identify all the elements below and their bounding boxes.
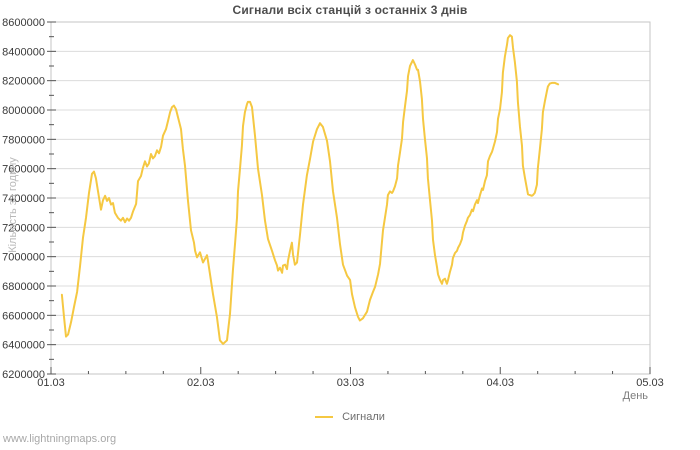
y-tick-label: 7800000 — [2, 134, 45, 146]
y-tick-label: 8600000 — [2, 17, 45, 29]
y-axis-title: Кількість за годину — [7, 157, 19, 253]
y-tick-label: 6800000 — [2, 281, 45, 293]
watermark-link[interactable]: www.lightningmaps.org — [3, 433, 117, 445]
y-tick-label: 6400000 — [2, 340, 45, 352]
series-line-signals — [60, 34, 560, 345]
chart-title: Сигнали всіх станцій з останніх 3 днів — [232, 3, 468, 17]
y-tick-label: 6200000 — [2, 369, 45, 381]
x-tick-label: 03.03 — [337, 377, 365, 389]
y-tick-label: 7000000 — [2, 252, 45, 264]
y-tick-label: 8200000 — [2, 76, 45, 88]
legend-series-label: Сигнали — [342, 411, 385, 423]
y-tick-label: 8000000 — [2, 105, 45, 117]
x-tick-label: 02.03 — [187, 377, 215, 389]
y-tick-label: 7400000 — [2, 193, 45, 205]
y-tick-label: 8400000 — [2, 46, 45, 58]
legend: Сигнали — [0, 411, 700, 423]
x-tick-label: 05.03 — [636, 377, 664, 389]
legend-line-swatch — [315, 416, 334, 418]
x-tick-label: 04.03 — [486, 377, 514, 389]
x-axis-title: День — [622, 390, 648, 402]
y-tick-label: 7200000 — [2, 222, 45, 234]
y-tick-label: 7600000 — [2, 164, 45, 176]
x-tick-label: 01.03 — [37, 377, 65, 389]
y-tick-label: 6600000 — [2, 310, 45, 322]
